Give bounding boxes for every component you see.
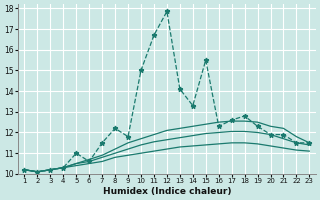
X-axis label: Humidex (Indice chaleur): Humidex (Indice chaleur) bbox=[103, 187, 231, 196]
